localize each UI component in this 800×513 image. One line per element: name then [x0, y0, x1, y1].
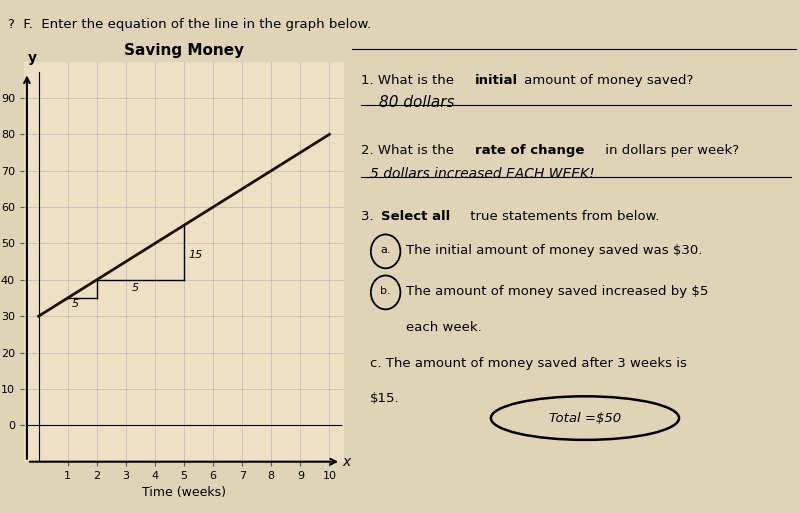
- Text: a.: a.: [380, 245, 391, 254]
- Text: c. The amount of money saved after 3 weeks is: c. The amount of money saved after 3 wee…: [370, 357, 686, 369]
- X-axis label: Time (weeks): Time (weeks): [142, 486, 226, 499]
- Text: 15: 15: [188, 250, 202, 260]
- Text: true statements from below.: true statements from below.: [466, 210, 660, 223]
- Text: Total =$50: Total =$50: [549, 411, 621, 425]
- Text: 5: 5: [132, 283, 138, 293]
- Text: y: y: [27, 51, 37, 65]
- Text: rate of change: rate of change: [475, 144, 585, 156]
- Text: Select all: Select all: [381, 210, 450, 223]
- Text: 2. What is the: 2. What is the: [361, 144, 458, 156]
- Text: ?  F.  Enter the equation of the line in the graph below.: ? F. Enter the equation of the line in t…: [8, 18, 371, 31]
- Text: $15.: $15.: [370, 392, 399, 405]
- Text: in dollars per week?: in dollars per week?: [601, 144, 738, 156]
- Text: x: x: [342, 455, 350, 469]
- Text: amount of money saved?: amount of money saved?: [520, 74, 694, 87]
- Text: The amount of money saved increased by $5: The amount of money saved increased by $…: [406, 285, 708, 298]
- Text: 1. What is the: 1. What is the: [361, 74, 458, 87]
- Text: 5 dollars increased EACH WEEK!: 5 dollars increased EACH WEEK!: [370, 167, 594, 181]
- Text: 5: 5: [72, 299, 79, 309]
- Text: 3.: 3.: [361, 210, 378, 223]
- Text: b.: b.: [380, 286, 391, 295]
- Text: The initial amount of money saved was $30.: The initial amount of money saved was $3…: [406, 244, 702, 256]
- Text: 80 dollars: 80 dollars: [379, 95, 454, 110]
- Text: initial: initial: [475, 74, 518, 87]
- Title: Saving Money: Saving Money: [124, 43, 244, 57]
- Text: each week.: each week.: [406, 321, 482, 333]
